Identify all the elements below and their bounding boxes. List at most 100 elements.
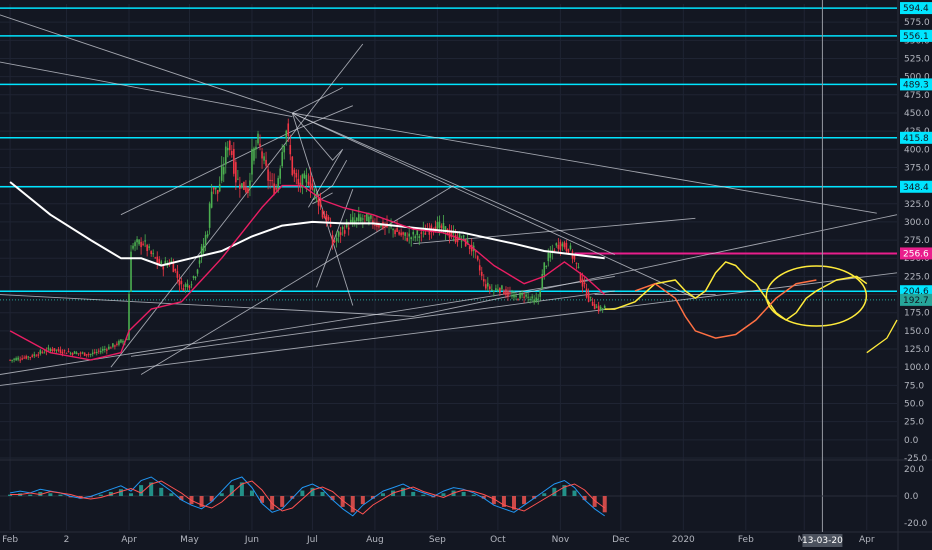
candle-body [557,244,560,249]
candle-body [273,183,275,195]
candle-body [464,239,467,247]
trend-line [110,43,364,368]
candle-body [412,231,415,235]
y-tick-label: 0.0 [904,436,919,446]
candle-body [251,148,253,175]
trend-line [130,290,615,357]
candle-body [541,274,544,289]
candle-body [110,347,112,349]
candle-body [160,261,163,265]
candle-body [118,340,120,345]
x-tick-label: Sep [429,535,446,545]
candle-body [170,260,173,262]
candle-body [513,294,515,298]
candle-body [497,289,499,291]
candle-body [97,350,100,352]
candle-body [355,217,358,221]
candle-body [547,252,550,262]
candle-body [396,228,398,232]
candle-body [186,283,189,288]
candle-body [295,173,298,178]
candle-body [245,186,247,193]
candle-body [85,354,88,356]
candle-body [140,241,142,248]
candle-body [456,236,459,243]
candle-body [474,251,477,253]
price-axis[interactable]: 575.0550.0525.0500.0475.0450.0425.0400.0… [900,2,932,529]
candle-body [283,146,286,153]
candle-body [180,281,183,285]
candle-body [99,350,102,353]
candle-body [61,351,64,354]
candle-body [122,340,124,343]
price-tag-box [900,2,932,15]
candle-body [599,306,602,310]
candle-body [408,233,410,237]
histogram-bar [461,491,466,496]
candle-body [452,232,455,234]
price-tag-label: 204.6 [903,287,929,297]
candle-body [212,187,215,190]
candle-body [144,240,146,242]
histogram-bar [572,490,577,496]
candle-body [511,295,513,297]
candle-body [585,288,588,298]
crosshair-date-box [802,534,843,547]
time-axis[interactable]: Feb2AprMayJunJulAugSepOctNovDec2020FebMa… [2,534,875,547]
candle-body [358,214,360,222]
candle-body [428,229,431,235]
histogram-bar [340,496,345,507]
candle-body [341,226,344,230]
trend-line [120,105,353,216]
candle-body [527,296,529,298]
histogram-bar [542,493,547,496]
candle-body [313,189,316,192]
moving-averages [9,181,606,361]
price-tag-box [900,247,932,260]
crosshair-date-label: 13-03-20 [802,536,843,546]
candle-body [476,256,479,260]
candle-body [404,232,406,236]
macd-tick-label: 0.0 [904,492,919,502]
candle-body [480,271,483,276]
trend-line [0,61,293,118]
histogram-bar [310,487,315,496]
histogram-bar [300,490,305,496]
candle-body [178,279,181,286]
candle-body [235,162,237,183]
candle-body [501,285,503,290]
histogram-bar [209,496,214,502]
candle-body [222,167,225,175]
candle-body [55,349,58,351]
candle-body [499,288,501,293]
candle-body [79,352,82,354]
histogram-bar [330,496,335,501]
y-tick-label: 400.0 [904,145,930,155]
candle-body [297,178,300,185]
candle-body [517,299,519,301]
candle-body [95,351,98,353]
candle-body [440,225,443,228]
candle-body [31,355,34,357]
histogram-bar [592,496,597,507]
candle-body [545,265,548,267]
price-tag-label: 489.3 [903,80,929,90]
candle-body [150,251,152,254]
candle-body [65,352,68,354]
candle-body [299,182,302,186]
candle-body [537,298,539,300]
trend-line [312,159,348,201]
candle-body [561,243,564,247]
y-tick-label: 450.0 [904,109,930,119]
trend-line [0,272,898,386]
candle-body [325,214,328,224]
x-tick-label: Jun [244,535,259,545]
candle-body [364,215,366,217]
candle-body [114,345,116,347]
histogram-bar [512,496,517,510]
candle-body [29,357,32,359]
histogram-bar [219,493,224,496]
y-tick-label: 275.0 [904,236,930,246]
